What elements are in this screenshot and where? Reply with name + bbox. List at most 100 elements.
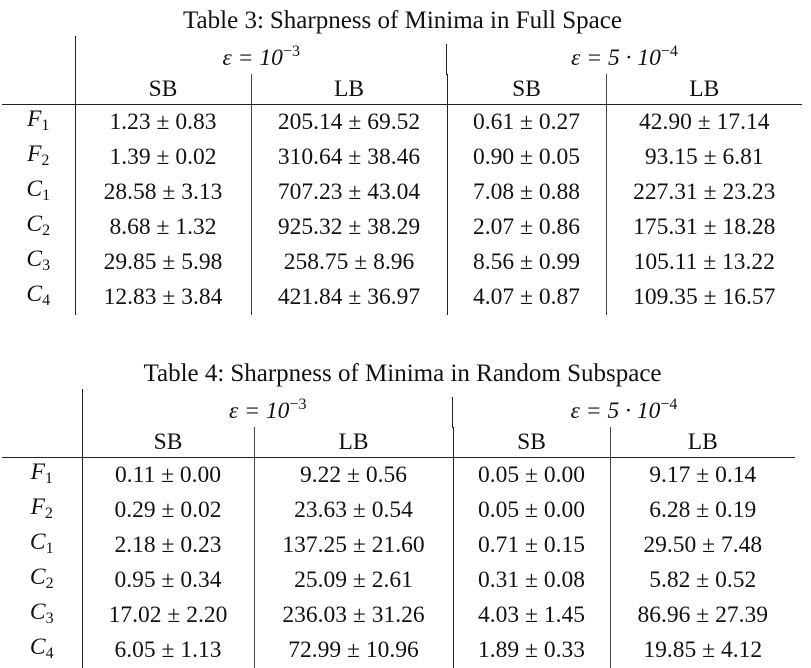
table-cell: 6.05 ± 1.13: [81, 633, 254, 668]
table-3-block: Table 3: Sharpness of Minima in Full Spac…: [0, 6, 811, 315]
table-cell: 93.15 ± 6.81: [605, 140, 802, 175]
table-caption-label: Table 3:: [183, 7, 264, 34]
epsilon-exponent: −3: [289, 396, 307, 413]
table-cell: 19.85 ± 4.12: [609, 633, 795, 668]
table-cell: 4.03 ± 1.45: [452, 598, 610, 633]
table-caption: Table 4: Sharpness of Minima in Random Su…: [0, 359, 811, 389]
results-table: ε = 10−3 ε = 5 · 10−4 SB LB SB LB F1 0.1…: [2, 389, 795, 668]
table-cell: 227.31 ± 23.23: [605, 175, 802, 210]
column-header: LB: [250, 74, 447, 105]
table-caption-label: Table 4:: [143, 360, 225, 387]
table-cell: 0.05 ± 0.00: [452, 457, 610, 493]
table-row: C4 6.05 ± 1.13 72.99 ± 10.96 1.89 ± 0.33…: [2, 633, 795, 668]
row-label: C1: [29, 529, 54, 557]
row-label: C1: [26, 176, 51, 204]
table-cell: 137.25 ± 21.60: [253, 528, 453, 563]
row-label: F2: [30, 494, 53, 522]
table-row: F1 1.23 ± 0.83 205.14 ± 69.52 0.61 ± 0.2…: [2, 104, 802, 140]
row-label: F1: [27, 106, 50, 134]
table-cell: 1.89 ± 0.33: [452, 633, 610, 668]
table-cell: 0.29 ± 0.02: [81, 493, 254, 528]
results-table: ε = 10−3 ε = 5 · 10−4 SB LB SB LB F1 1.2…: [2, 36, 802, 315]
table-row: C2 8.68 ± 1.32 925.32 ± 38.29 2.07 ± 0.8…: [2, 210, 802, 245]
table-cell: 1.39 ± 0.02: [74, 140, 251, 175]
table-cell: 5.82 ± 0.52: [609, 563, 795, 598]
table-row: C1 28.58 ± 3.13 707.23 ± 43.04 7.08 ± 0.…: [2, 175, 802, 210]
table-cell: 109.35 ± 16.57: [605, 280, 802, 315]
row-label: C2: [26, 211, 51, 239]
column-header: SB: [74, 74, 251, 105]
table-cell: 0.90 ± 0.05: [446, 140, 606, 175]
table-cell: 0.05 ± 0.00: [452, 493, 610, 528]
table-cell: 8.56 ± 0.99: [446, 245, 606, 280]
row-label: F2: [27, 141, 50, 169]
table-row: F1 0.11 ± 0.00 9.22 ± 0.56 0.05 ± 0.00 9…: [2, 457, 795, 493]
epsilon-header-group: ε = 10−3: [81, 389, 453, 427]
corner-cell: [2, 74, 75, 105]
table-cell: 707.23 ± 43.04: [250, 175, 447, 210]
header-batch-row: SB LB SB LB: [2, 427, 795, 458]
table-cell: 0.31 ± 0.08: [452, 563, 610, 598]
table-cell: 0.61 ± 0.27: [446, 104, 606, 140]
table-cell: 9.22 ± 0.56: [253, 457, 453, 493]
epsilon-label: ε = 10: [229, 398, 290, 424]
table-cell: 4.07 ± 0.87: [446, 280, 606, 315]
table-cell: 236.03 ± 31.26: [253, 598, 453, 633]
table-row: C3 17.02 ± 2.20 236.03 ± 31.26 4.03 ± 1.…: [2, 598, 795, 633]
header-epsilon-row: ε = 10−3 ε = 5 · 10−4: [2, 389, 795, 428]
table-cell: 421.84 ± 36.97: [250, 280, 447, 315]
table-cell: 25.09 ± 2.61: [253, 563, 453, 598]
table-cell: 17.02 ± 2.20: [81, 598, 254, 633]
table-row: C1 2.18 ± 0.23 137.25 ± 21.60 0.71 ± 0.1…: [2, 528, 795, 563]
table-cell: 28.58 ± 3.13: [74, 175, 251, 210]
table-cell: 205.14 ± 69.52: [250, 104, 447, 140]
table-cell: 258.75 ± 8.96: [250, 245, 447, 280]
epsilon-header-group: ε = 5 · 10−4: [446, 36, 802, 75]
table-caption: Table 3: Sharpness of Minima in Full Spac…: [0, 6, 811, 36]
epsilon-label: ε = 5 · 10: [570, 398, 661, 424]
table-row: C4 12.83 ± 3.84 421.84 ± 36.97 4.07 ± 0.…: [2, 280, 802, 315]
column-header: LB: [609, 427, 795, 458]
table-cell: 6.28 ± 0.19: [609, 493, 795, 528]
row-label: C2: [29, 564, 54, 592]
table-cell: 12.83 ± 3.84: [74, 280, 251, 315]
epsilon-exponent: −3: [282, 43, 300, 60]
table-row: F2 1.39 ± 0.02 310.64 ± 38.46 0.90 ± 0.0…: [2, 140, 802, 175]
table-cell: 0.11 ± 0.00: [81, 457, 254, 493]
table-cell: 175.31 ± 18.28: [605, 210, 802, 245]
corner-cell: [2, 389, 82, 427]
table-row: F2 0.29 ± 0.02 23.63 ± 0.54 0.05 ± 0.00 …: [2, 493, 795, 528]
row-label: F1: [30, 459, 53, 487]
table-cell: 23.63 ± 0.54: [253, 493, 453, 528]
row-label: C3: [29, 599, 54, 627]
table-caption-text: Sharpness of Minima in Random Subspace: [230, 360, 662, 387]
table-cell: 0.71 ± 0.15: [452, 528, 610, 563]
table-cell: 29.50 ± 7.48: [609, 528, 795, 563]
table-cell: 9.17 ± 0.14: [609, 457, 795, 493]
corner-cell: [2, 427, 82, 458]
row-label: C4: [26, 281, 51, 309]
table-cell: 0.95 ± 0.34: [81, 563, 254, 598]
table-cell: 925.32 ± 38.29: [250, 210, 447, 245]
table-cell: 1.23 ± 0.83: [74, 104, 251, 140]
column-header: LB: [253, 427, 453, 458]
table-caption-text: Sharpness of Minima in Full Space: [269, 7, 622, 34]
table-cell: 310.64 ± 38.46: [250, 140, 447, 175]
table-cell: 7.08 ± 0.88: [446, 175, 606, 210]
table-cell: 42.90 ± 17.14: [605, 104, 802, 140]
column-header: SB: [452, 427, 610, 458]
table-row: C3 29.85 ± 5.98 258.75 ± 8.96 8.56 ± 0.9…: [2, 245, 802, 280]
table-cell: 105.11 ± 13.22: [605, 245, 802, 280]
header-batch-row: SB LB SB LB: [2, 74, 802, 105]
header-epsilon-row: ε = 10−3 ε = 5 · 10−4: [2, 36, 802, 75]
row-label: C4: [29, 634, 54, 662]
corner-cell: [2, 36, 75, 74]
column-header: SB: [446, 74, 606, 105]
column-header: LB: [605, 74, 802, 105]
epsilon-header-group: ε = 10−3: [74, 36, 447, 74]
epsilon-exponent: −4: [660, 43, 678, 60]
table-cell: 72.99 ± 10.96: [253, 633, 453, 668]
column-header: SB: [81, 427, 254, 458]
table-4-block: Table 4: Sharpness of Minima in Random Su…: [0, 359, 811, 668]
table-cell: 2.07 ± 0.86: [446, 210, 606, 245]
